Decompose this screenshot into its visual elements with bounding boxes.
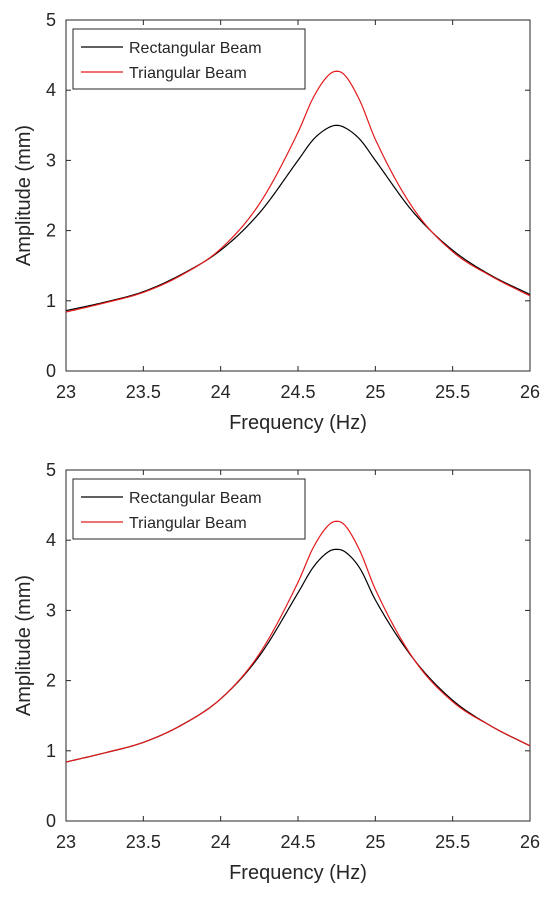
y-tick-label: 1 xyxy=(46,291,56,311)
x-tick-label: 25.5 xyxy=(435,382,470,402)
y-tick-label: 2 xyxy=(46,671,56,691)
series-line-triangular-beam xyxy=(65,70,531,313)
x-tick-label: 25 xyxy=(365,382,385,402)
legend-label-rectangular-beam: Rectangular Beam xyxy=(129,490,262,507)
x-axis-label: Frequency (Hz) xyxy=(229,412,367,434)
x-tick-label: 23 xyxy=(56,832,76,852)
frequency-response-chart-top: 23 23.5 24 24.5 25 25.5 26 0 1 2 3 4 5 Frequency (Hz)… xyxy=(0,0,546,450)
x-tick-label: 24.5 xyxy=(280,832,315,852)
x-tick-label: 23 xyxy=(56,382,76,402)
y-tick-label: 4 xyxy=(46,80,56,100)
x-tick-label: 23.5 xyxy=(126,382,161,402)
y-tick-label: 5 xyxy=(46,460,56,480)
x-tick-label: 24.5 xyxy=(280,382,315,402)
legend-label-triangular-beam: Triangular Beam xyxy=(129,515,247,532)
legend-label-triangular-beam: Triangular Beam xyxy=(129,65,247,82)
legend-label-rectangular-beam: Rectangular Beam xyxy=(129,40,262,57)
x-tick-label: 23.5 xyxy=(126,832,161,852)
y-tick-label: 0 xyxy=(46,361,56,381)
x-tick-label: 25 xyxy=(365,832,385,852)
x-tick-label: 24 xyxy=(211,832,231,852)
y-axis-label: Amplitude (mm) xyxy=(13,125,35,266)
series-line-triangular-beam xyxy=(65,520,531,763)
y-tick-label: 2 xyxy=(46,221,56,241)
y-tick-label: 4 xyxy=(46,530,56,550)
legend-box xyxy=(72,478,306,540)
series-line-rectangular-beam xyxy=(65,124,531,312)
x-tick-label: 26 xyxy=(520,832,540,852)
x-tick-label: 24 xyxy=(211,382,231,402)
legend-box xyxy=(72,28,306,90)
y-tick-label: 3 xyxy=(46,600,56,620)
y-tick-label: 5 xyxy=(46,10,56,30)
x-tick-label: 25.5 xyxy=(435,832,470,852)
y-tick-label: 3 xyxy=(46,150,56,170)
y-tick-label: 1 xyxy=(46,741,56,761)
x-tick-label: 26 xyxy=(520,382,540,402)
y-tick-label: 0 xyxy=(46,811,56,831)
y-axis-label: Amplitude (mm) xyxy=(13,575,35,716)
x-axis-label: Frequency (Hz) xyxy=(229,862,367,884)
frequency-response-chart-bottom: 23 23.5 24 24.5 25 25.5 26 0 1 2 3 4 5 Frequency (Hz)… xyxy=(0,450,546,900)
